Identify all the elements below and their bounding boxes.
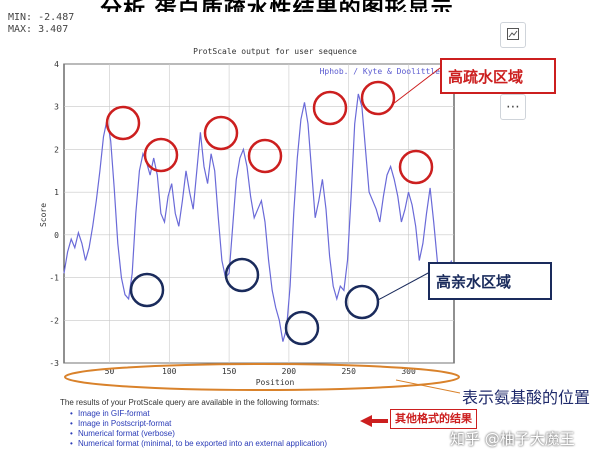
x-axis-label: Position (256, 378, 295, 387)
y-tick-label: 3 (54, 103, 59, 112)
axis-ticks: 50 100 150 200 250 300 -3 -2 -1 0 1 2 3 4 (49, 60, 416, 376)
results-intro: The results of your ProtScale query are … (60, 398, 320, 407)
image-settings-button[interactable] (500, 22, 526, 48)
hydrophilic-callout-line (377, 271, 431, 301)
peak-circle (398, 149, 434, 185)
hydrophobic-peak-markers (105, 80, 434, 185)
result-link-numerical-verbose[interactable]: Numerical format (verbose) (70, 429, 390, 439)
trough-circle (284, 310, 320, 346)
results-link-list: Image in GIF-format Image in Postscript-… (60, 409, 390, 449)
result-link-postscript[interactable]: Image in Postscript-format (70, 419, 390, 429)
grid-lines (64, 63, 454, 364)
y-tick-label: 2 (54, 145, 59, 154)
peak-circle (247, 138, 283, 174)
max-value: 3.407 (38, 24, 69, 35)
y-tick-label: -2 (49, 316, 59, 325)
plot-area-frame (63, 63, 455, 364)
max-label: MAX: (8, 24, 33, 35)
y-axis-label: Score (39, 203, 48, 227)
watermark-text: 知乎 @柚子大魔王 (450, 430, 575, 448)
hydrophilic-trough-markers (129, 257, 380, 346)
trough-circle (344, 284, 380, 320)
more-options-button[interactable]: ⋯ (500, 94, 526, 120)
result-link-numerical-minimal[interactable]: Numerical format (minimal, to be exporte… (70, 439, 390, 449)
peak-circle (143, 137, 179, 173)
high-hydrophilic-label: 高亲水区域 (436, 272, 512, 291)
image-settings-icon (506, 26, 520, 45)
x-tick-label: 200 (282, 367, 297, 376)
high-hydrophobic-label: 高疏水区域 (448, 67, 524, 86)
trough-circle (224, 257, 260, 293)
chart-title: ProtScale output for user sequence (193, 47, 357, 56)
high-hydrophilic-annotation: 高亲水区域 (428, 262, 552, 300)
position-callout-line (395, 379, 461, 394)
peak-circle (312, 90, 348, 126)
trough-circle (129, 272, 165, 308)
more-options-icon: ⋯ (506, 99, 520, 115)
x-tick-label: 50 (105, 367, 115, 376)
x-tick-label: 300 (401, 367, 416, 376)
x-tick-label: 150 (222, 367, 237, 376)
hydrophobicity-line (63, 93, 453, 342)
peak-circle (360, 80, 396, 116)
hydrophobic-callout-line (392, 67, 441, 105)
x-tick-label: 250 (341, 367, 356, 376)
min-value: -2.487 (38, 12, 75, 23)
peak-circle (203, 115, 239, 151)
peak-circle (105, 105, 141, 141)
x-tick-label: 100 (162, 367, 177, 376)
amino-position-annotation: 表示氨基酸的位置 (462, 388, 591, 407)
legend-text: Hphob. / Kyte & Doolittle (320, 67, 441, 76)
cropped-heading: 分析 蛋白质疏水性结果的图形显示 (0, 0, 600, 12)
y-tick-label: 1 (54, 188, 59, 197)
y-tick-label: 0 (54, 231, 59, 240)
y-tick-label: -3 (49, 359, 59, 368)
min-label: MIN: (8, 12, 33, 23)
result-link-gif[interactable]: Image in GIF-format (70, 409, 390, 419)
other-formats-annotation: 其他格式的结果 (390, 409, 477, 429)
position-axis-ellipse (64, 363, 460, 391)
y-tick-label: 4 (54, 60, 59, 69)
results-section: The results of your ProtScale query are … (60, 398, 390, 449)
y-tick-label: -1 (49, 274, 59, 283)
min-max-readout: MIN: -2.487 MAX: 3.407 (8, 12, 74, 36)
high-hydrophobic-annotation: 高疏水区域 (440, 58, 556, 94)
